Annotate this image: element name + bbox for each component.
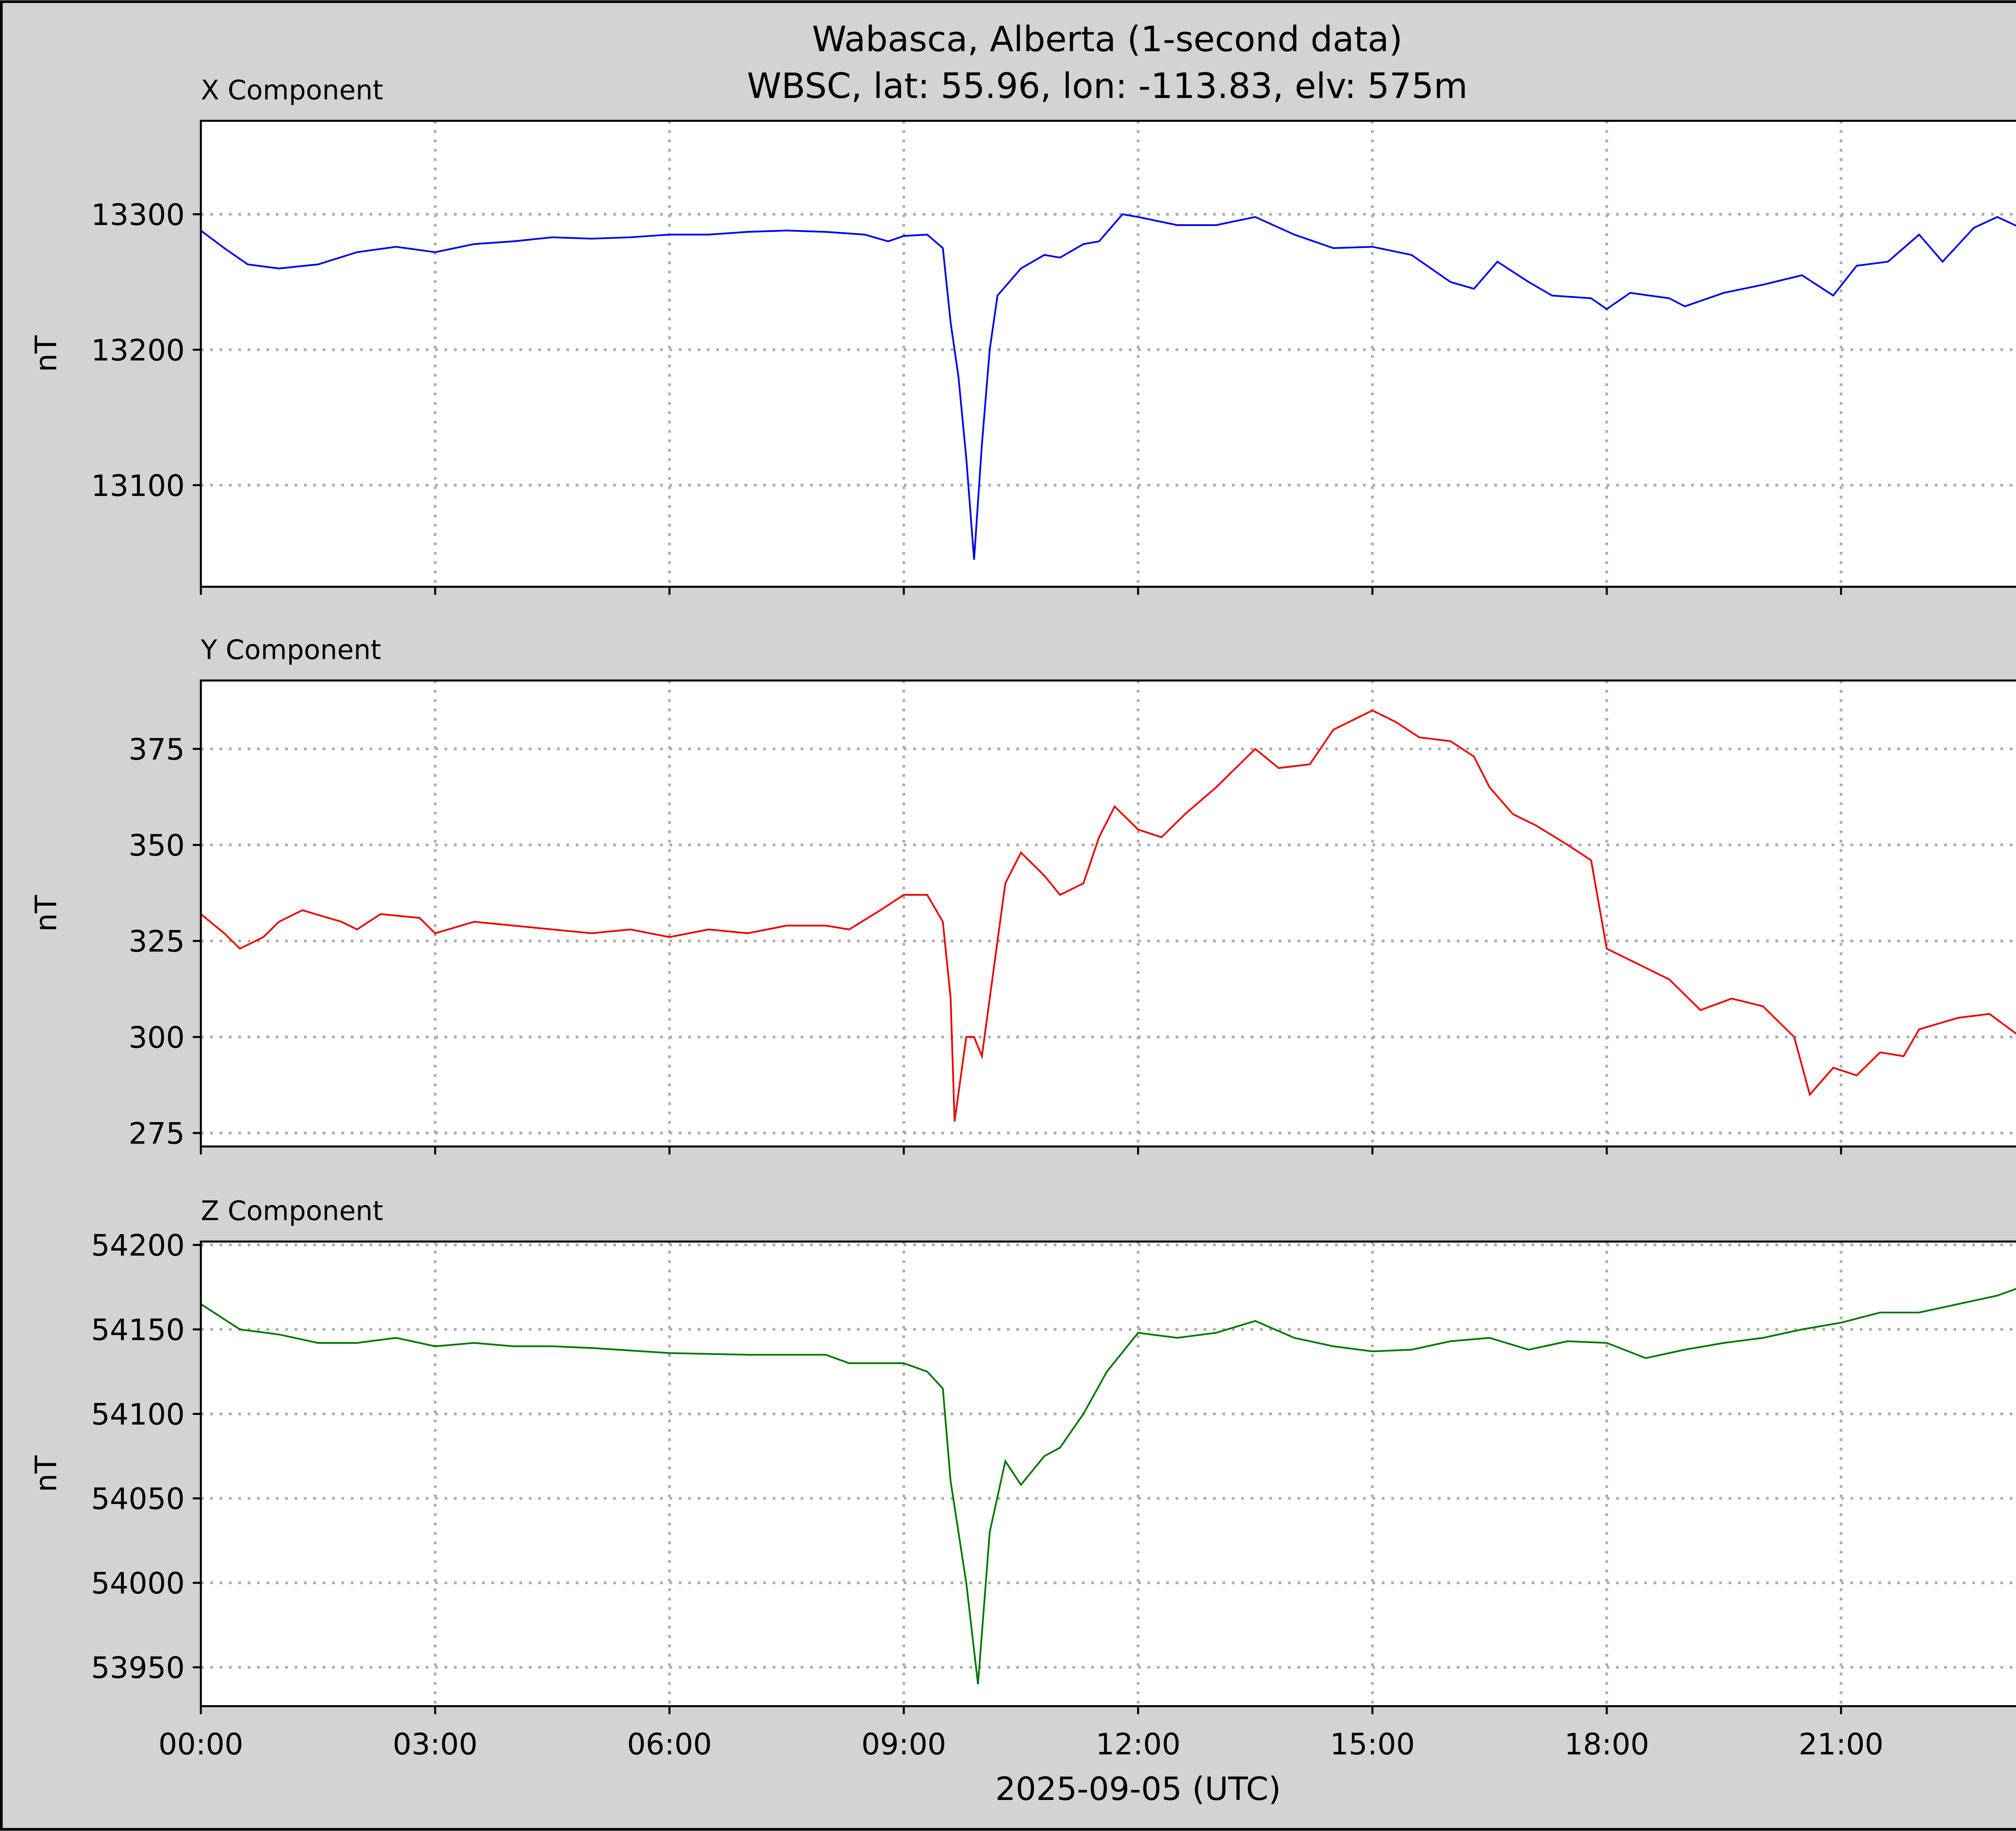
data-line bbox=[200, 213, 2016, 560]
figure-title: Wabasca, Alberta (1-second data) bbox=[812, 19, 1403, 60]
y-axis-label: nT bbox=[29, 1455, 63, 1492]
panel-title: Z Component bbox=[201, 1195, 383, 1227]
y-tick-label: 375 bbox=[129, 733, 185, 767]
y-tick-label: 325 bbox=[129, 925, 185, 959]
y-tick-label: 54000 bbox=[91, 1566, 185, 1601]
panel-title: Y Component bbox=[200, 634, 381, 666]
y-tick-label: 54150 bbox=[91, 1313, 185, 1348]
x-tick-label: 18:00 bbox=[1564, 1727, 1649, 1762]
plot-frame bbox=[200, 679, 2016, 1148]
x-tick-label: 09:00 bbox=[861, 1727, 946, 1762]
x-tick-label: 06:00 bbox=[627, 1727, 712, 1762]
panel-title: X Component bbox=[201, 74, 383, 106]
x-tick-label: 00:00 bbox=[158, 1727, 244, 1762]
y-axis-label: nT bbox=[29, 895, 63, 932]
plot-area bbox=[201, 121, 2016, 587]
y-tick-label: 54050 bbox=[91, 1482, 185, 1516]
plot-area bbox=[201, 680, 2016, 1147]
y-tick-label: 350 bbox=[129, 829, 185, 863]
x-tick-label: 15:00 bbox=[1330, 1727, 1415, 1762]
x-axis-label: 2025-09-05 (UTC) bbox=[995, 1770, 1281, 1808]
plot-area bbox=[201, 1241, 2016, 1706]
figure-subtitle: WBSC, lat: 55.96, lon: -113.83, elv: 575… bbox=[747, 66, 1468, 106]
data-line bbox=[200, 709, 2016, 1122]
y-tick-label: 54200 bbox=[91, 1229, 185, 1263]
plot-frame bbox=[200, 120, 2016, 588]
plot-frame bbox=[200, 1240, 2016, 1707]
x-tick-label: 12:00 bbox=[1095, 1727, 1181, 1762]
y-tick-label: 53950 bbox=[91, 1651, 185, 1685]
y-axis-label: nT bbox=[29, 335, 63, 372]
y-tick-label: 13200 bbox=[91, 333, 185, 368]
x-tick-label: 21:00 bbox=[1799, 1727, 1884, 1762]
y-tick-label: 54100 bbox=[91, 1398, 185, 1432]
y-tick-label: 300 bbox=[129, 1021, 185, 1055]
x-tick-label: 03:00 bbox=[393, 1727, 478, 1762]
y-tick-label: 275 bbox=[129, 1117, 185, 1151]
data-line bbox=[200, 1288, 2016, 1685]
y-tick-label: 13300 bbox=[91, 198, 185, 232]
y-tick-label: 13100 bbox=[91, 469, 185, 503]
